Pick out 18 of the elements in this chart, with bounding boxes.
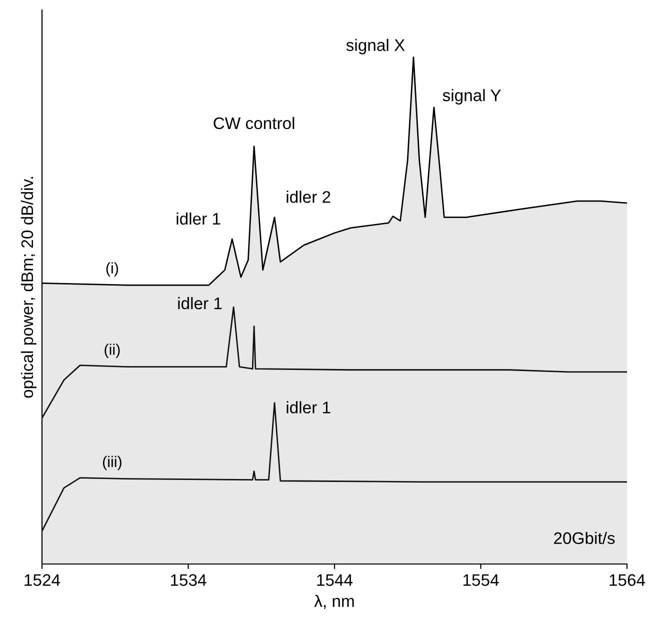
annotation: CW control: [214, 116, 294, 130]
series-label: (i): [106, 262, 118, 276]
annotation: 20Gbit/s: [554, 532, 615, 544]
annotation: idler 2: [286, 190, 330, 203]
x-tick-label: 1524: [24, 574, 60, 586]
y-axis-title: optical power, dBm; 20 dB/div.: [20, 177, 36, 398]
annotation: idler 1: [176, 212, 220, 225]
x-axis-title: λ, nm: [314, 594, 354, 610]
series-label: (ii): [104, 344, 120, 358]
annotation: idler 1: [286, 401, 330, 414]
series-label: (iii): [102, 456, 122, 470]
x-tick-label: 1534: [170, 574, 206, 586]
annotation: signal Y: [442, 89, 501, 105]
annotation: idler 1: [178, 297, 222, 310]
annotation: signal X: [346, 38, 405, 54]
x-tick-label: 1564: [610, 574, 646, 586]
x-tick-label: 1554: [463, 574, 499, 586]
x-tick-label: 1544: [317, 574, 353, 586]
